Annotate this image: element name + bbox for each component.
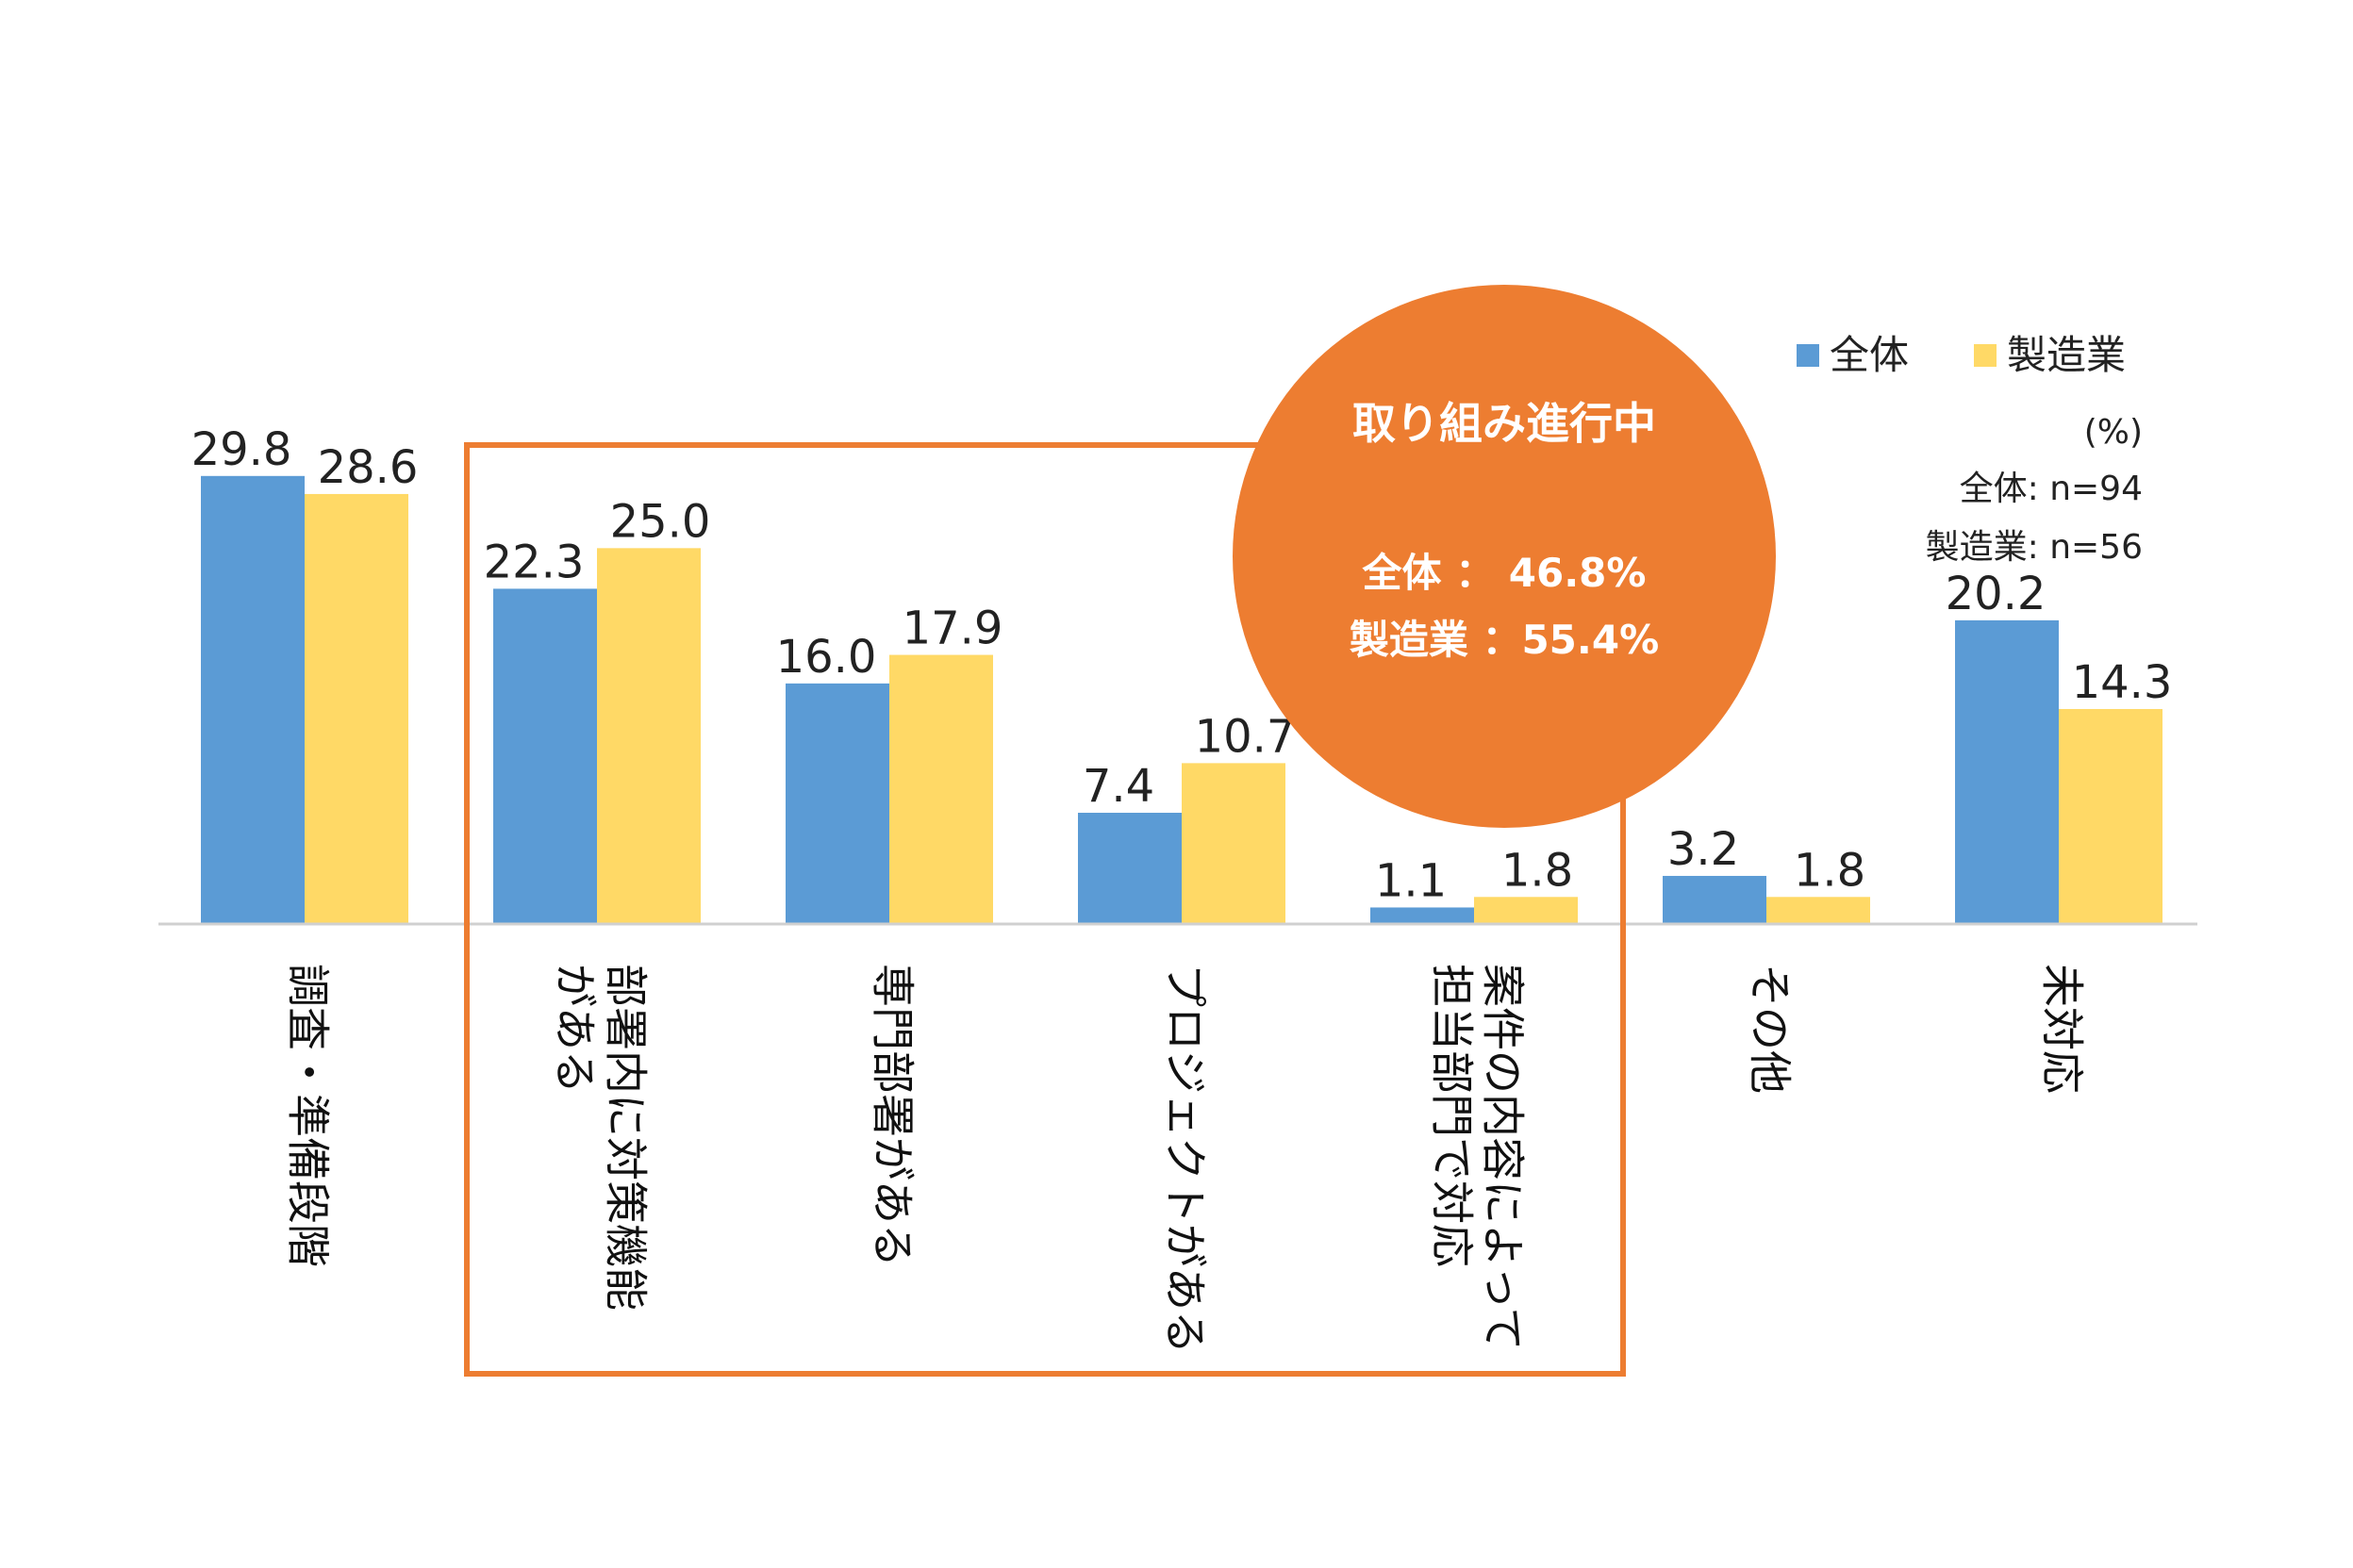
legend-label-manufacturing: 製造業	[2007, 332, 2126, 378]
value-label-not-addressed-manufacturing: 14.3	[2072, 656, 2173, 709]
sample-size-total: 全体: n=94	[1960, 470, 2143, 508]
legend-swatch-total	[1797, 344, 1819, 367]
bar-in-dept-function-total	[493, 588, 597, 924]
sample-size-manufacturing: 製造業: n=56	[1926, 528, 2143, 567]
value-label-in-dept-function-manufacturing: 25.0	[610, 495, 711, 548]
legend: 全体 製造業	[1797, 332, 2126, 378]
value-label-case-by-case-manufacturing: 1.8	[1501, 844, 1573, 897]
category-label-not-addressed: 未対応	[2037, 964, 2088, 1094]
bar-project-total	[1078, 813, 1182, 924]
value-labels-layer: 29.8 28.6 22.3 25.0 16.0 17.9 7.4 10.7 1.1 1.8 3.2…	[191, 423, 2173, 908]
value-label-in-dept-function-total: 22.3	[484, 536, 585, 588]
bar-other-total	[1663, 875, 1766, 924]
value-label-project-total: 7.4	[1083, 760, 1154, 813]
bar-case-by-case-total	[1370, 907, 1474, 924]
value-label-not-addressed-total: 20.2	[1946, 568, 2046, 620]
unit-note: (%)	[2084, 413, 2143, 452]
callout-manufacturing-rate: 製造業 ：55.4%	[1350, 617, 1659, 663]
category-label-project: プロジェクトがある	[1160, 964, 1211, 1354]
bar-research-stage-manufacturing	[305, 493, 408, 924]
value-label-research-stage-manufacturing: 28.6	[318, 441, 419, 494]
highlight-box	[464, 442, 1626, 1377]
category-label-case-by-case-line2: 担当部門で対応	[1427, 964, 1478, 1267]
value-label-dedicated-dept-total: 16.0	[776, 631, 877, 684]
bars-layer	[201, 475, 2162, 924]
category-label-research-stage: 調査・準備段階	[283, 964, 334, 1267]
bar-project-manufacturing	[1182, 763, 1285, 924]
bar-not-addressed-total	[1955, 619, 2059, 924]
category-label-in-dept-function-line2: がある	[550, 964, 601, 1094]
bar-case-by-case-manufacturing	[1474, 897, 1578, 924]
bar-in-dept-function-manufacturing	[597, 548, 701, 924]
value-label-dedicated-dept-manufacturing: 17.9	[903, 602, 1003, 655]
legend-swatch-manufacturing	[1974, 344, 1997, 367]
callout-bubble: 取り組み進行中 全体 ： 46.8% 製造業 ：55.4%	[1233, 285, 1776, 828]
value-label-research-stage-total: 29.8	[191, 423, 292, 476]
value-label-other-manufacturing: 1.8	[1794, 844, 1865, 897]
callout-title: 取り組み進行中	[1352, 398, 1656, 449]
bar-not-addressed-manufacturing	[2059, 708, 2162, 924]
category-label-dedicated-dept: 専門部署がある	[868, 964, 919, 1267]
category-label-case-by-case-line1: 案件の内容によって	[1478, 964, 1529, 1350]
bar-other-manufacturing	[1766, 897, 1870, 924]
callout-total-rate: 全体 ： 46.8%	[1362, 550, 1647, 596]
category-label-other: その他	[1745, 964, 1796, 1094]
value-label-other-total: 3.2	[1667, 823, 1739, 876]
notes: (%) 全体: n=94 製造業: n=56	[1926, 413, 2143, 567]
callout-circle	[1233, 285, 1776, 828]
legend-label-total: 全体	[1830, 332, 1909, 378]
category-label-in-dept-function-line1: 部署内に対策機能	[601, 964, 652, 1311]
bar-research-stage-total	[201, 475, 305, 924]
bar-dedicated-dept-manufacturing	[889, 654, 993, 924]
value-label-project-manufacturing: 10.7	[1195, 710, 1296, 763]
value-label-case-by-case-total: 1.1	[1375, 854, 1447, 907]
bar-dedicated-dept-total	[786, 683, 889, 924]
